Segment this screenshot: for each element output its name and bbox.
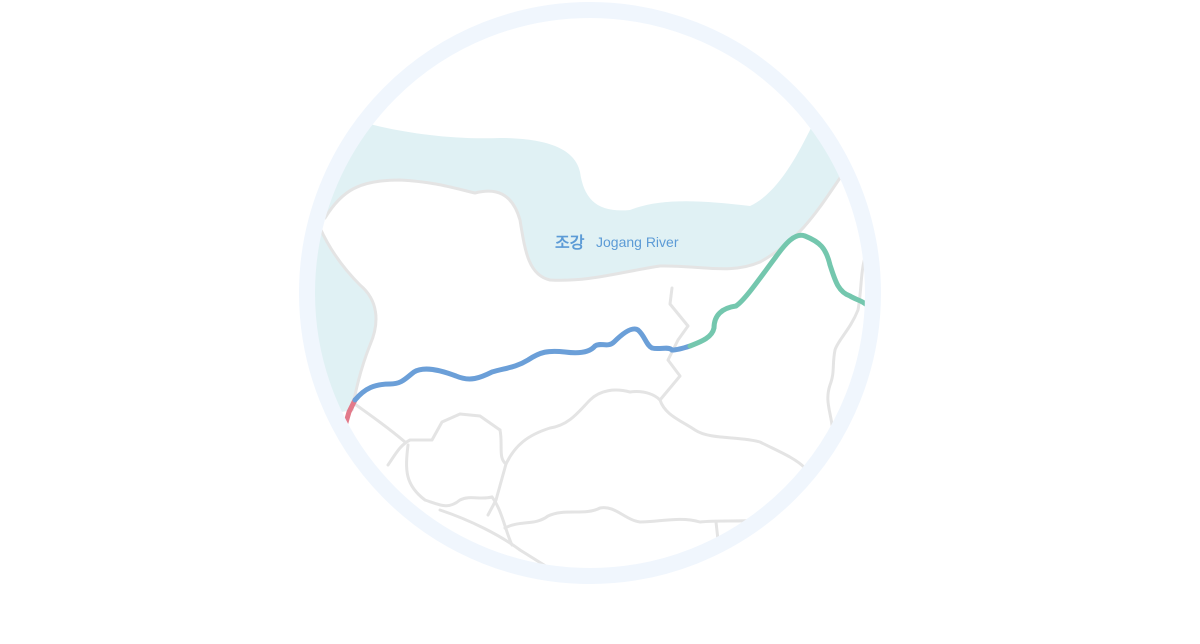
road xyxy=(386,412,502,467)
road xyxy=(658,398,807,470)
road xyxy=(405,443,494,508)
road xyxy=(350,400,407,444)
road xyxy=(658,286,690,402)
map-content: 조강 Jogang River xyxy=(307,60,873,576)
map-frame-ring xyxy=(299,2,881,584)
road xyxy=(504,388,662,466)
river-name-english: Jogang River xyxy=(596,234,679,250)
road xyxy=(490,495,514,547)
road xyxy=(503,506,762,530)
river-name-korean: 조강 xyxy=(555,233,585,252)
water-edge-line xyxy=(318,226,378,412)
route-segment-green xyxy=(687,232,871,349)
jogang-river-water xyxy=(307,60,873,420)
road xyxy=(438,508,562,576)
water-edge-line xyxy=(323,176,842,282)
route-segment-blue xyxy=(352,326,693,403)
road xyxy=(826,248,870,427)
river-label: 조강 Jogang River xyxy=(555,233,679,252)
